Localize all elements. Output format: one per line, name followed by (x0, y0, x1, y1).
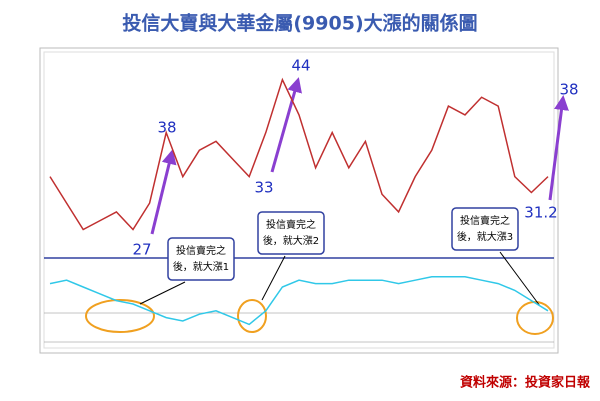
indicator-line (49, 276, 549, 326)
callout-text: 投信賣完之 (460, 214, 510, 227)
price-line (49, 77, 549, 231)
pointer (261, 255, 286, 301)
annotation: 38 (559, 81, 578, 99)
annotation: 33 (254, 179, 273, 197)
callout-text: 投信賣完之 (176, 244, 226, 257)
highlight (85, 299, 155, 333)
pointer (499, 251, 541, 307)
arrow (548, 95, 569, 201)
annotation: 38 (157, 119, 176, 137)
arrow (270, 77, 302, 173)
frame (39, 47, 559, 354)
callout (257, 211, 325, 255)
callout-text: 後，就大漲1 (173, 260, 229, 273)
inner-frame (43, 51, 555, 349)
callout-text: 投信賣完之 (266, 218, 316, 231)
annotation: 27 (132, 241, 151, 259)
callout-text: 後，就大漲2 (263, 234, 319, 247)
arrow (150, 149, 177, 235)
source: 資料來源：投資家日報 (460, 375, 591, 391)
title: 投信大賣與大華金屬(9905)大漲的關係圖 (122, 12, 477, 35)
callout-text: 後，就大漲3 (457, 230, 513, 243)
annotation: 31.2 (524, 204, 557, 222)
callout (167, 237, 235, 281)
pointer (139, 281, 186, 305)
annotation: 44 (291, 57, 310, 75)
highlight (237, 299, 267, 333)
callout (451, 207, 519, 251)
